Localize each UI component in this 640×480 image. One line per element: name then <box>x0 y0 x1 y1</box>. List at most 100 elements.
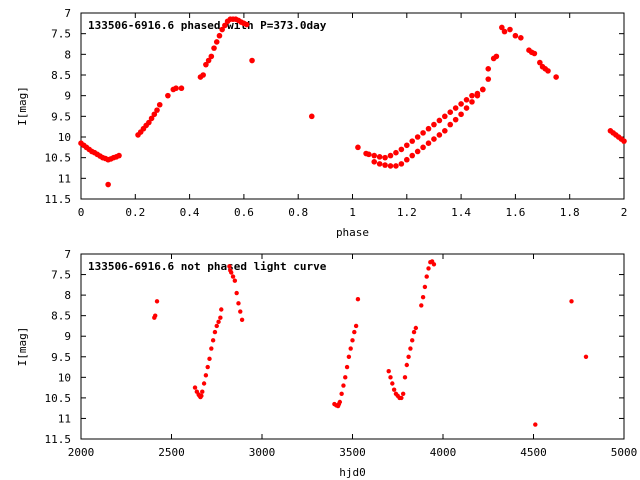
data-point <box>425 140 432 146</box>
data-point <box>390 381 395 386</box>
data-point <box>352 329 357 335</box>
y-tick-label: 9.5 <box>51 110 71 123</box>
data-point <box>621 138 627 144</box>
data-point <box>480 86 486 93</box>
y-tick-label: 9.5 <box>51 351 71 364</box>
data-point <box>458 111 464 118</box>
data-point <box>208 53 215 60</box>
data-point <box>409 152 416 159</box>
data-point <box>205 57 212 64</box>
data-point <box>218 315 223 320</box>
data-point <box>239 317 245 322</box>
data-point <box>376 154 383 160</box>
data-point <box>212 329 218 335</box>
data-point <box>409 138 416 144</box>
data-point <box>419 303 424 308</box>
x-tick-label: 4500 <box>520 446 547 459</box>
x-axis-label: phase <box>336 226 369 239</box>
data-point <box>371 152 378 159</box>
data-point <box>452 116 459 123</box>
data-point <box>382 154 388 161</box>
data-point <box>216 32 223 39</box>
y-tick-label: 10.5 <box>45 152 72 165</box>
data-point <box>420 294 426 300</box>
y-tick-label: 10.5 <box>45 392 72 405</box>
data-point <box>376 161 383 167</box>
data-point <box>463 105 470 111</box>
y-tick-label: 11 <box>58 412 71 425</box>
data-point <box>210 338 216 343</box>
data-point <box>507 26 513 33</box>
data-point <box>553 74 559 80</box>
data-point <box>386 368 391 374</box>
data-point <box>414 148 421 155</box>
data-point <box>447 121 454 128</box>
y-tick-label: 7.5 <box>51 269 71 282</box>
data-point <box>151 111 158 118</box>
data-point <box>209 346 214 351</box>
x-tick-label: 1 <box>349 206 356 219</box>
data-point <box>391 387 397 392</box>
data-point <box>203 61 209 68</box>
y-tick-label: 11 <box>58 172 71 185</box>
data-point <box>413 325 419 331</box>
data-point <box>353 323 359 329</box>
data-point <box>343 375 348 380</box>
data-point <box>153 313 158 318</box>
data-point <box>201 381 207 386</box>
data-point <box>308 113 315 120</box>
data-point <box>388 375 393 380</box>
data-point <box>146 119 152 126</box>
data-point <box>238 309 243 314</box>
data-point <box>232 278 238 283</box>
data-point <box>365 151 372 158</box>
plot-frame <box>80 12 625 200</box>
data-point <box>402 375 408 380</box>
data-point <box>425 125 432 132</box>
data-point <box>213 39 220 45</box>
data-point <box>545 68 551 74</box>
x-tick-label: 5000 <box>611 446 638 459</box>
data-point <box>447 109 454 115</box>
data-point <box>230 274 236 279</box>
x-tick-label: 1.8 <box>560 206 580 219</box>
y-tick-label: 8 <box>64 48 71 61</box>
data-point <box>341 383 346 388</box>
data-point <box>178 85 185 92</box>
x-tick-label: 0.8 <box>288 206 308 219</box>
data-point <box>420 144 426 151</box>
data-point <box>442 113 448 120</box>
y-tick-label: 8 <box>64 289 71 302</box>
data-point <box>583 354 589 359</box>
data-point <box>469 92 475 99</box>
data-point <box>154 299 160 304</box>
data-point <box>382 162 388 168</box>
data-point <box>393 163 399 169</box>
data-point <box>398 146 405 153</box>
x-tick-label: 0 <box>78 206 85 219</box>
chart-panel-1: 0 0.2 0.4 0.6 0.8 1 1.2 1.4 1.6 1.8 2 7 7.5 8 8.5 9 9.5 1… <box>16 7 627 239</box>
data-point <box>203 373 209 378</box>
chart-title: 133506-6916.6 not phased light curve <box>88 260 327 273</box>
data-point <box>216 319 221 325</box>
data-point <box>227 264 232 269</box>
x-tick-label: 0.6 <box>234 206 254 219</box>
x-tick-label: 2 <box>621 206 628 219</box>
data-point <box>116 152 122 159</box>
data-point <box>499 24 505 31</box>
y-tick-label: 8.5 <box>51 69 71 82</box>
y-tick-label: 11.5 <box>45 193 72 206</box>
data-point <box>452 105 459 111</box>
y-tick-label: 11.5 <box>45 433 72 446</box>
data-point <box>518 35 524 41</box>
data-point <box>165 92 171 99</box>
data-point <box>410 338 415 343</box>
x-tick-label: 1.4 <box>451 206 471 219</box>
data-point <box>436 132 443 138</box>
data-point <box>398 161 405 167</box>
data-point <box>355 144 361 151</box>
y-tick-label: 9 <box>64 330 71 343</box>
x-tick-label: 2500 <box>158 446 185 459</box>
data-point <box>154 107 160 113</box>
